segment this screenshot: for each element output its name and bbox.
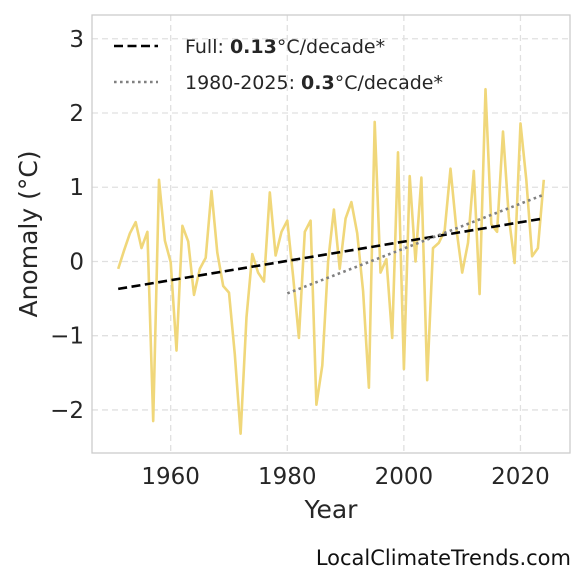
legend-value-full: 0.13 (230, 36, 277, 58)
y-tick-label: −1 (50, 324, 84, 350)
site-credit: LocalClimateTrends.com (315, 546, 571, 570)
y-tick-label: 1 (69, 175, 84, 201)
x-tick-label: 1980 (258, 464, 317, 490)
y-tick-label: −2 (50, 398, 84, 424)
series-layer (116, 87, 546, 436)
legend-name-1980-2025: 1980-2025 (185, 72, 289, 94)
y-axis-label: Anomaly (°C) (14, 150, 43, 317)
legend-unit-1980-2025: °C/decade* (335, 72, 443, 94)
y-ticks: −2 −1 0 1 2 3 (50, 27, 84, 424)
trend-line-1980-2025 (286, 193, 545, 295)
plot-frame (91, 14, 571, 454)
x-tick-label: 2000 (375, 464, 434, 490)
legend: Full: 0.13°C/decade* 1980-2025: 0.3°C/de… (114, 36, 443, 94)
x-tick-label: 2020 (491, 464, 550, 490)
y-tick-label: 0 (69, 249, 84, 275)
legend-label-full: Full: 0.13°C/decade* (185, 36, 385, 58)
legend-unit-full: °C/decade* (277, 36, 385, 58)
legend-name-full: Full (185, 36, 218, 58)
x-ticks: 1960 1980 2000 2020 (141, 464, 549, 490)
y-tick-label: 3 (69, 27, 84, 53)
trend-line-full (117, 217, 545, 291)
y-tick-label: 2 (69, 101, 84, 127)
x-tick-label: 1960 (141, 464, 200, 490)
legend-value-1980-2025: 0.3 (301, 72, 335, 94)
grid (92, 15, 570, 453)
anomaly-series-line (116, 87, 546, 436)
legend-label-1980-2025: 1980-2025: 0.3°C/decade* (185, 72, 443, 94)
x-axis-label: Year (304, 495, 359, 524)
